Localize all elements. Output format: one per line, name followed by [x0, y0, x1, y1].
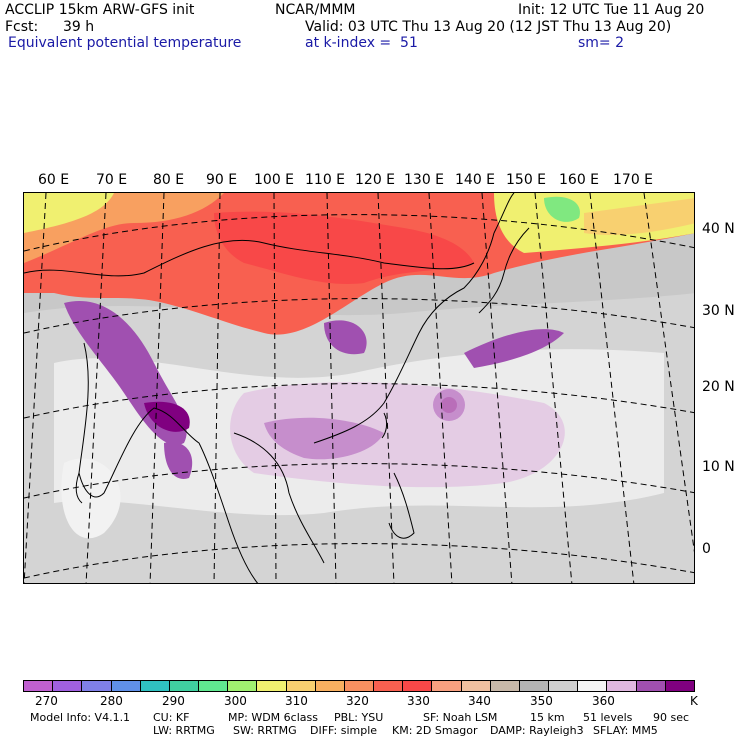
colorbar-swatch: [462, 681, 491, 691]
colorbar-swatch: [316, 681, 345, 691]
org-label: NCAR/MMM: [275, 2, 356, 18]
cu-scheme: CU: KF: [153, 711, 189, 724]
colorbar-label: 360: [592, 694, 615, 708]
colorbar-label: 330: [407, 694, 430, 708]
colorbar-swatch: [549, 681, 578, 691]
colorbar-swatch: [170, 681, 199, 691]
level-index: at k-index = 51: [305, 35, 418, 51]
colorbar-label: 310: [285, 694, 308, 708]
diff-scheme: DIFF: simple: [310, 724, 377, 737]
lon-label: 120 E: [355, 172, 395, 188]
lon-label: 130 E: [404, 172, 444, 188]
lon-label: 160 E: [559, 172, 599, 188]
lat-label: 10 N: [702, 459, 735, 475]
colorbar-label: 280: [100, 694, 123, 708]
colorbar-swatch: [607, 681, 636, 691]
colorbar-swatch: [112, 681, 141, 691]
init-time: Init: 12 UTC Tue 11 Aug 20: [518, 2, 704, 18]
lon-label: 110 E: [305, 172, 345, 188]
colorbar-swatch: [257, 681, 286, 691]
forecast-hours: 39 h: [63, 19, 94, 35]
colorbar-swatch: [24, 681, 53, 691]
lat-label: 40 N: [702, 221, 735, 237]
grid-spacing: 15 km: [530, 711, 565, 724]
lon-label: 140 E: [455, 172, 495, 188]
lon-label: 150 E: [506, 172, 546, 188]
km-scheme: KM: 2D Smagor: [392, 724, 478, 737]
colorbar-swatch: [141, 681, 170, 691]
field-name: Equivalent potential temperature: [8, 35, 241, 51]
colorbar-swatch: [491, 681, 520, 691]
lon-label: 90 E: [206, 172, 237, 188]
colorbar-label: 340: [468, 694, 491, 708]
lon-label: 60 E: [38, 172, 69, 188]
time-step: 90 sec: [653, 711, 689, 724]
sf-scheme: SF: Noah LSM: [423, 711, 497, 724]
pbl-scheme: PBL: YSU: [334, 711, 383, 724]
colorbar-swatch: [228, 681, 257, 691]
colorbar-swatch: [432, 681, 461, 691]
colorbar-label: 320: [346, 694, 369, 708]
damp-scheme: DAMP: Rayleigh3: [490, 724, 584, 737]
model-title: ACCLIP 15km ARW-GFS init: [5, 2, 194, 18]
colorbar-swatch: [578, 681, 607, 691]
valid-time: Valid: 03 UTC Thu 13 Aug 20 (12 JST Thu …: [305, 19, 671, 35]
vertical-levels: 51 levels: [583, 711, 632, 724]
colorbar-label: 300: [224, 694, 247, 708]
lat-label: 20 N: [702, 379, 735, 395]
lon-label: 100 E: [254, 172, 294, 188]
colorbar-swatch: [403, 681, 432, 691]
colorbar-swatch: [374, 681, 403, 691]
lon-label: 70 E: [96, 172, 127, 188]
colorbar: [23, 680, 695, 692]
colorbar-label: 350: [530, 694, 553, 708]
lw-scheme: LW: RRTMG: [153, 724, 215, 737]
theta-e-map: [23, 192, 695, 584]
moist-light-region: [230, 382, 565, 487]
forecast-label: Fcst:: [5, 19, 38, 35]
lon-label: 170 E: [613, 172, 653, 188]
colorbar-label: 270: [35, 694, 58, 708]
map-canvas: [24, 193, 695, 584]
lat-label: 0: [702, 541, 711, 557]
colorbar-swatch: [53, 681, 82, 691]
mp-scheme: MP: WDM 6class: [228, 711, 318, 724]
colorbar-swatch: [199, 681, 228, 691]
smoothing-label: sm= 2: [578, 35, 624, 51]
colorbar-swatch: [287, 681, 316, 691]
colorbar-swatch: [637, 681, 666, 691]
lon-label: 80 E: [153, 172, 184, 188]
model-info: Model Info: V4.1.1: [30, 711, 130, 724]
colorbar-swatch: [82, 681, 111, 691]
lat-label: 30 N: [702, 303, 735, 319]
colorbar-swatch: [666, 681, 694, 691]
colorbar-swatch: [345, 681, 374, 691]
colorbar-swatch: [520, 681, 549, 691]
colorbar-unit: K: [690, 694, 698, 708]
colorbar-label: 290: [162, 694, 185, 708]
sflay-scheme: SFLAY: MM5: [593, 724, 658, 737]
sw-scheme: SW: RRTMG: [233, 724, 297, 737]
